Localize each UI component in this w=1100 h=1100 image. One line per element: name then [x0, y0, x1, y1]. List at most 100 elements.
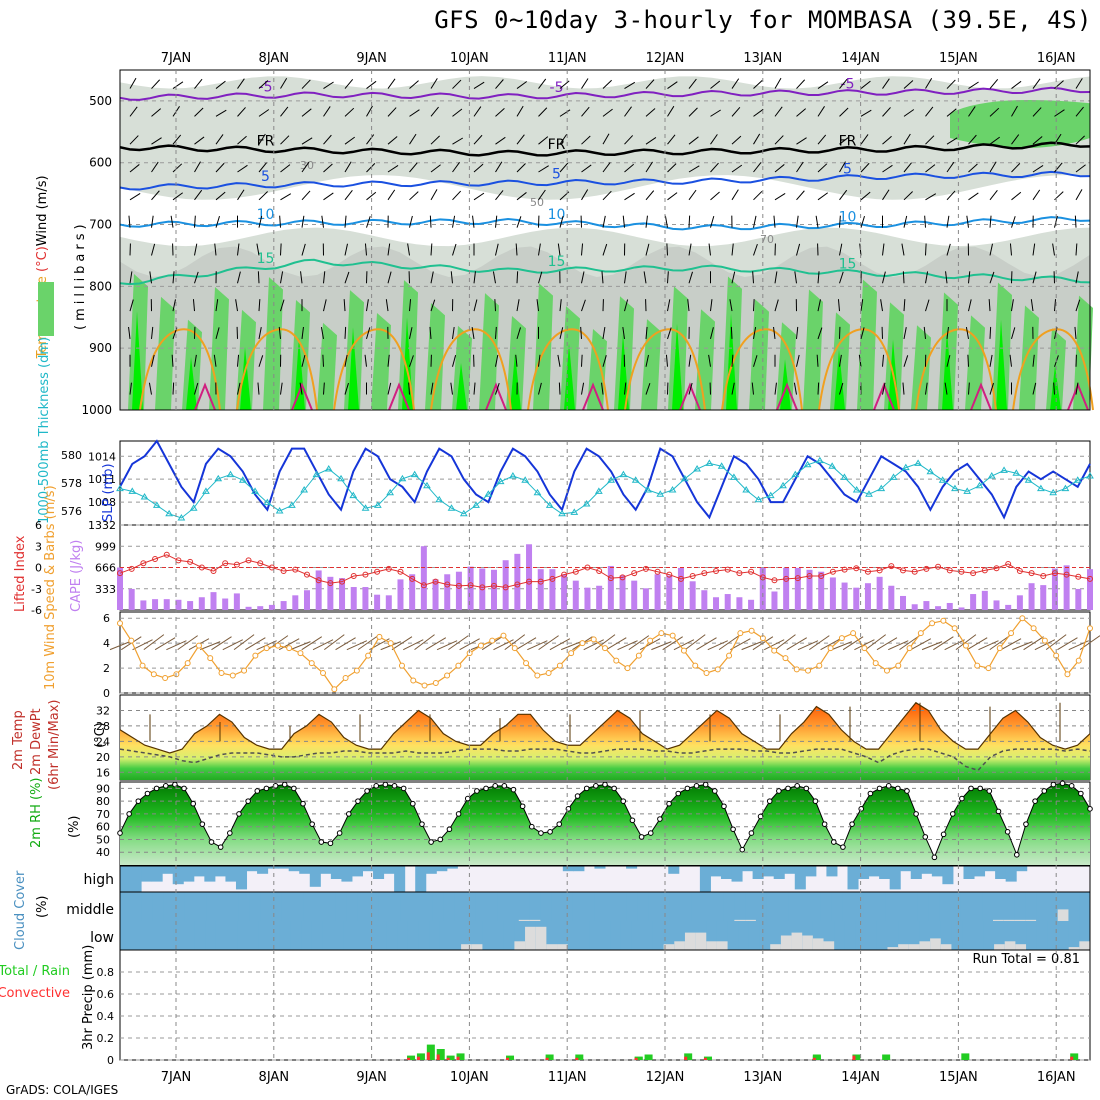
wind-barb: [536, 299, 539, 312]
wind-barb-10m: [662, 636, 683, 651]
cloud-high-bar: [141, 866, 153, 882]
wind-barb: [301, 108, 312, 117]
cloud-middle-bar: [1036, 892, 1048, 921]
wind-barb-10m: [865, 634, 886, 651]
cape-bar: [561, 574, 568, 610]
wind-speed-marker: [816, 662, 823, 669]
rh2-marker: [172, 781, 178, 788]
isotherm-label: -5: [841, 77, 855, 93]
cape-bar: [935, 606, 942, 610]
wind-barb: [645, 326, 648, 339]
rh2-marker: [986, 788, 993, 794]
wind-barb: [430, 78, 438, 89]
wind-speed-marker: [602, 645, 608, 652]
wind-barb: [387, 136, 398, 145]
wind-barb-10m: [888, 640, 909, 651]
li-ytick: -3: [31, 583, 42, 596]
cloud-middle-bar: [335, 892, 347, 921]
wind-barb-10m: [673, 639, 695, 651]
wind-barb: [667, 192, 678, 201]
cloud-middle-bar: [324, 892, 337, 921]
cloud-low-clear: [802, 935, 814, 950]
wind-barb: [387, 271, 392, 284]
wind-barb-10m: [876, 637, 898, 651]
wind-barb: [946, 161, 955, 173]
thickness-marker: [803, 460, 812, 468]
cloud-middle-bar: [141, 892, 153, 921]
wind-barb-10m: [696, 637, 717, 651]
cape-bar: [140, 600, 147, 610]
thickness-marker: [742, 486, 751, 493]
li-marker: [829, 568, 836, 575]
cape-bar: [245, 606, 252, 610]
rh2-marker: [593, 783, 599, 789]
wind-barb: [215, 299, 219, 312]
precip-convective-bar: [426, 1052, 430, 1060]
li-marker: [152, 556, 159, 562]
rh-legend-swatch: [38, 282, 54, 336]
cloud-low-clear: [535, 926, 547, 950]
li-marker: [210, 568, 217, 575]
wind-barb: [495, 107, 505, 117]
cloud-middle-bar: [475, 892, 487, 921]
precip-total-bar: [575, 1054, 584, 1060]
cloud-middle-bar: [755, 892, 768, 921]
wind-barb: [557, 354, 561, 367]
wind-barb: [1011, 105, 1018, 117]
wind-barb: [882, 164, 893, 173]
wind-barb: [515, 243, 518, 256]
wind-barb: [1075, 243, 1078, 256]
rh2-marker: [446, 826, 453, 833]
thickness-marker: [914, 459, 922, 466]
li-marker: [596, 568, 603, 575]
cape-bar: [572, 580, 579, 610]
rh2-marker: [959, 795, 965, 802]
wind-barb: [452, 190, 462, 201]
thickness-marker: [717, 462, 726, 469]
wind-barb: [452, 137, 464, 145]
li-marker: [794, 575, 801, 582]
wind-barb: [601, 382, 604, 395]
cloud-high-bar: [1005, 866, 1017, 882]
rh2-marker: [162, 783, 169, 789]
wind-barb: [688, 136, 699, 145]
wind-speed-marker: [906, 645, 913, 652]
wind-barb: [624, 81, 636, 89]
cloud-middle-bar: [540, 892, 552, 921]
wind-barb: [731, 354, 734, 367]
cloud-middle-bar: [389, 892, 401, 921]
wind-barb: [817, 299, 821, 312]
wind-barb: [882, 354, 885, 367]
wind-barb: [1054, 133, 1062, 145]
wind-speed-marker: [398, 662, 405, 669]
day-label-top: 13JAN: [743, 51, 782, 66]
cloud-middle-bar: [303, 892, 315, 921]
li-marker: [981, 567, 988, 574]
cloud-middle-bar: [863, 892, 875, 921]
day-label-bottom: 7JAN: [161, 1070, 192, 1085]
li-marker: [537, 578, 544, 585]
cloud-middle-bar: [852, 892, 865, 921]
wind-barb: [366, 134, 375, 145]
wind-speed-marker: [737, 630, 744, 637]
dew-ylabel: 2m DewPt: [29, 708, 44, 775]
wind-barb: [170, 215, 174, 228]
day-label-top: 11JAN: [548, 51, 587, 66]
wind-speed-marker: [872, 660, 879, 667]
wind-barb: [280, 78, 288, 89]
cloud-low-clear: [706, 941, 718, 950]
wind-barb: [602, 355, 607, 367]
wind-barb: [215, 109, 227, 117]
wind-barb-10m: [391, 636, 413, 651]
wind-barb: [581, 78, 589, 89]
wind-barb: [151, 108, 162, 117]
precip-total-bar: [456, 1053, 465, 1060]
rh2-marker: [885, 783, 892, 789]
wind-speed-marker: [793, 666, 800, 673]
wind-barb: [1009, 354, 1012, 367]
rh2-marker: [803, 785, 810, 792]
cloud-high-bar: [879, 866, 891, 879]
cape-bar: [642, 588, 649, 610]
cloud-low-clear: [557, 944, 569, 950]
thickness-marker: [447, 504, 456, 511]
